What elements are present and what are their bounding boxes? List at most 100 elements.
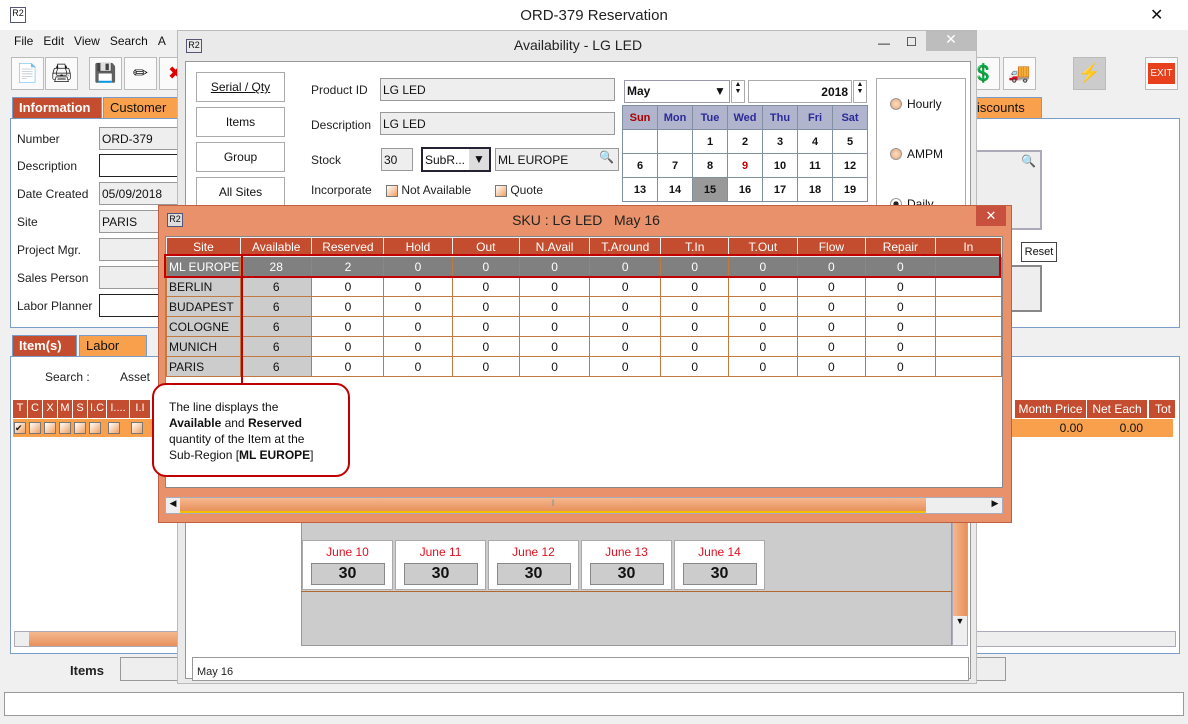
year-spinner[interactable]: ▲ ▼ <box>853 80 867 103</box>
col-ii[interactable]: I.I <box>130 400 150 418</box>
calendar-day[interactable]: 12 <box>832 153 868 178</box>
scroll-right-icon[interactable]: ▶ <box>991 498 999 508</box>
radio-hourly[interactable]: Hourly <box>890 97 942 111</box>
menu-more[interactable]: A <box>157 34 166 48</box>
menu-edit[interactable]: Edit <box>43 34 65 48</box>
calendar-day-cell[interactable]: June 12 30 <box>488 540 579 590</box>
serial-qty-button[interactable]: Serial / Qty <box>196 72 285 102</box>
table-row[interactable]: BUDAPEST 6 0 0 0 0 0 0 0 0 0 <box>166 296 1002 317</box>
table-row[interactable]: COLOGNE 6 0 0 0 0 0 0 0 0 0 <box>166 316 1002 337</box>
scope-dropdown[interactable]: SubR... ▼ <box>421 147 491 172</box>
calendar-day-cell[interactable]: June 13 30 <box>581 540 672 590</box>
search-icon[interactable]: 🔍 <box>1021 154 1036 168</box>
close-button[interactable]: ✕ <box>926 31 976 51</box>
calendar-day[interactable]: 7 <box>657 153 693 178</box>
close-button[interactable]: ✕ <box>976 206 1006 226</box>
month-spinner[interactable]: ▲ ▼ <box>731 80 745 103</box>
date-created-field[interactable]: 05/09/2018 <box>99 182 179 205</box>
lightning-icon[interactable]: ⚡ <box>1073 57 1106 90</box>
col-t[interactable]: T <box>13 400 27 418</box>
table-row[interactable]: MUNICH 6 0 0 0 0 0 0 0 0 0 <box>166 336 1002 357</box>
save-icon[interactable]: 💾 <box>89 57 122 90</box>
col-s[interactable]: S <box>73 400 87 418</box>
description-field[interactable] <box>99 154 179 177</box>
col-reserved[interactable]: Reserved <box>311 237 385 257</box>
menu-search[interactable]: Search <box>109 34 148 48</box>
tab-items[interactable]: Item(s) <box>12 335 77 356</box>
quote-checkbox[interactable]: Quote <box>495 183 543 197</box>
scroll-thumb[interactable]: ‖ <box>180 498 926 513</box>
col-in[interactable]: In <box>934 237 1002 257</box>
description-field[interactable]: LG LED <box>380 112 615 135</box>
calendar-day[interactable]: 15 <box>692 177 728 202</box>
month-dropdown[interactable]: May ▼ <box>624 80 730 103</box>
tab-labor[interactable]: Labor <box>79 335 147 356</box>
tab-information[interactable]: Information <box>12 97 102 118</box>
new-icon[interactable]: 📄 <box>11 57 44 90</box>
maximize-button[interactable]: ☐ <box>906 35 917 49</box>
year-field[interactable]: 2018 <box>748 80 852 103</box>
row-checkbox[interactable] <box>131 422 143 434</box>
calendar-day[interactable]: 11 <box>797 153 833 178</box>
truck-icon[interactable]: 🚚 <box>1003 57 1036 90</box>
tab-customer[interactable]: Customer <box>103 97 183 118</box>
table-row[interactable]: BERLIN 6 0 0 0 0 0 0 0 0 0 <box>166 276 1002 297</box>
row-checkbox[interactable]: ✔ <box>14 422 26 434</box>
calendar-day[interactable]: 4 <box>797 129 833 154</box>
calendar-day[interactable]: 17 <box>762 177 798 202</box>
menu-view[interactable]: View <box>74 34 100 48</box>
number-field[interactable]: ORD-379 <box>99 127 179 150</box>
col-month-price[interactable]: Month Price <box>1015 400 1086 418</box>
calendar-day-cell[interactable]: June 11 30 <box>395 540 486 590</box>
radio-ampm[interactable]: AMPM <box>890 147 943 161</box>
calendar-day[interactable]: 16 <box>727 177 763 202</box>
col-c[interactable]: C <box>28 400 42 418</box>
items-button[interactable]: Items <box>196 107 285 137</box>
col-m[interactable]: M <box>58 400 72 418</box>
product-id-field[interactable]: LG LED <box>380 78 615 101</box>
row-checkbox[interactable] <box>108 422 120 434</box>
calendar-day[interactable]: 10 <box>762 153 798 178</box>
col-tout[interactable]: T.Out <box>727 237 798 257</box>
menu-file[interactable]: File <box>14 34 34 48</box>
col-ic[interactable]: I.C <box>88 400 106 418</box>
row-checkbox[interactable] <box>89 422 101 434</box>
col-navail[interactable]: N.Avail <box>519 237 591 257</box>
calendar-day[interactable]: 2 <box>727 129 763 154</box>
col-i[interactable]: I.... <box>107 400 129 418</box>
col-x[interactable]: X <box>43 400 57 418</box>
scroll-left-icon[interactable]: ◀ <box>169 498 177 508</box>
calendar-day[interactable]: 18 <box>797 177 833 202</box>
reset-button[interactable]: Reset <box>1021 242 1057 262</box>
all-sites-button[interactable]: All Sites <box>196 177 285 207</box>
calendar-day[interactable]: 9 <box>727 153 763 178</box>
calendar-day[interactable]: 5 <box>832 129 868 154</box>
calendar-day[interactable]: 1 <box>692 129 728 154</box>
exit-button[interactable]: EXIT <box>1145 57 1178 90</box>
print-icon[interactable]: 🖨 <box>45 57 78 90</box>
calendar-day[interactable]: 14 <box>657 177 693 202</box>
row-checkbox[interactable] <box>59 422 71 434</box>
sku-horizontal-scrollbar[interactable]: ◀ ‖ ▶ <box>165 497 1003 514</box>
row-checkbox[interactable] <box>44 422 56 434</box>
table-row[interactable]: PARIS 6 0 0 0 0 0 0 0 0 0 <box>166 356 1002 377</box>
search-icon[interactable]: 🔍 <box>599 150 614 164</box>
close-button[interactable]: ✕ <box>1150 7 1164 24</box>
col-hold[interactable]: Hold <box>383 237 453 257</box>
row-checkbox[interactable] <box>74 422 86 434</box>
col-net-each[interactable]: Net Each <box>1087 400 1147 418</box>
col-flow[interactable]: Flow <box>796 237 867 257</box>
minimize-button[interactable]: — <box>878 36 890 50</box>
calendar-day[interactable]: 8 <box>692 153 728 178</box>
edit-icon[interactable]: ✏ <box>124 57 157 90</box>
calendar-day-cell[interactable]: June 14 30 <box>674 540 765 590</box>
calendar-day[interactable]: 3 <box>762 129 798 154</box>
calendar-day-cell[interactable]: June 10 30 <box>302 540 393 590</box>
col-out[interactable]: Out <box>451 237 521 257</box>
calendar-day[interactable]: 13 <box>622 177 658 202</box>
tab-discounts[interactable]: iscounts <box>976 97 1042 118</box>
region-field[interactable]: ML EUROPE <box>495 148 619 171</box>
calendar-day[interactable]: 6 <box>622 153 658 178</box>
calendar-day[interactable]: 19 <box>832 177 868 202</box>
table-row[interactable]: ML EUROPE 28 2 0 0 0 0 0 0 0 0 <box>166 256 1002 277</box>
